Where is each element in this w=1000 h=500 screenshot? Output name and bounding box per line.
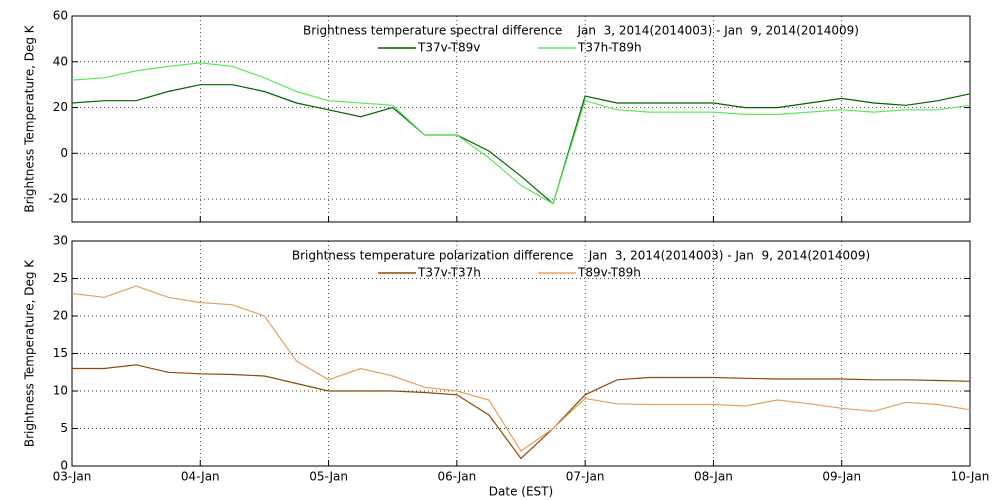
y-tick-label: 15	[53, 346, 68, 360]
plot-frame	[71, 15, 971, 223]
series-line	[71, 285, 971, 452]
chart-title: Brightness temperature polarization diff…	[292, 249, 870, 263]
x-axis-label: Date (EST)	[489, 485, 553, 499]
y-tick-label: 25	[53, 271, 68, 285]
y-axis-label: Brightness Temperature, Deg K	[23, 24, 37, 212]
plot-frame	[71, 240, 971, 467]
y-tick-label: 0	[60, 146, 68, 160]
y-tick-label: -20	[48, 192, 68, 206]
x-tick-label: 03-Jan	[53, 470, 92, 484]
y-tick-label: 10	[53, 384, 68, 398]
x-tick-label: 04-Jan	[181, 470, 220, 484]
y-tick-label: 60	[53, 9, 68, 23]
panel: 0 5 10 15 20 25 30 03-Jan 04-Jan 05-Jan 06-Jan 07-J…	[23, 234, 990, 499]
series-line	[71, 84, 971, 205]
legend-label: T37v-T37h	[417, 266, 481, 280]
y-axis-label: Brightness Temperature, Deg K	[23, 259, 37, 447]
x-tick-label: 05-Jan	[309, 470, 348, 484]
series-line	[71, 62, 971, 205]
panel: -20 0 20 40 60 Brightness temperature spectra…	[23, 9, 971, 223]
legend-label: T89v-T89h	[577, 266, 641, 280]
x-tick-label: 06-Jan	[437, 470, 476, 484]
series-line	[72, 364, 971, 460]
y-tick-label: 40	[53, 54, 68, 68]
legend-label: T37v-T89v	[417, 41, 480, 55]
y-tick-label: 5	[60, 421, 68, 435]
chart-title: Brightness temperature spectral differen…	[303, 24, 859, 38]
x-tick-label: 09-Jan	[822, 470, 861, 484]
y-tick-label: 0	[60, 459, 68, 473]
x-tick-label: 07-Jan	[566, 470, 605, 484]
y-tick-label: 20	[53, 309, 68, 323]
x-tick-label: 10-Jan	[951, 470, 990, 484]
x-tick-label: 08-Jan	[694, 470, 733, 484]
legend-label: T37h-T89h	[577, 41, 642, 55]
y-tick-label: 20	[53, 100, 68, 114]
y-tick-label: 30	[53, 234, 68, 248]
